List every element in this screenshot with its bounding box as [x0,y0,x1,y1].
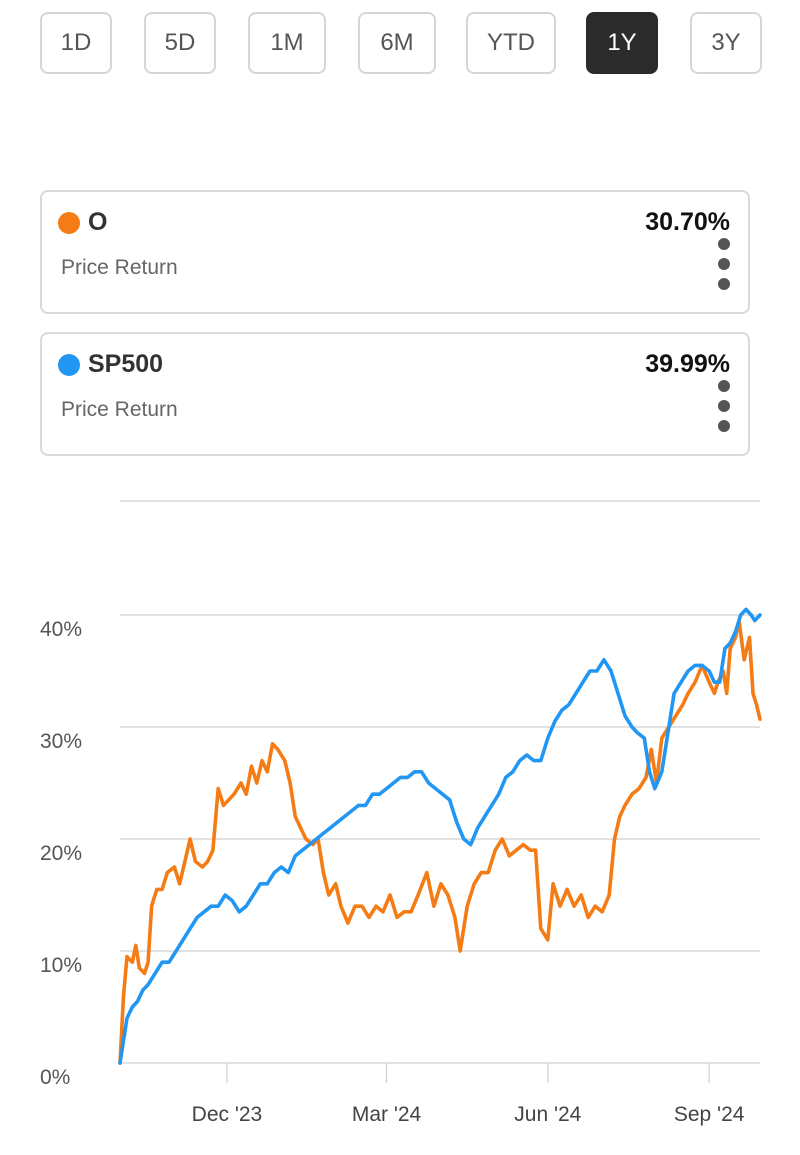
range-button-1m[interactable]: 1M [248,12,326,74]
comparison-card-o[interactable]: O Price Return 30.70% [40,190,750,314]
comparison-card-sp500[interactable]: SP500 Price Return 39.99% [40,332,750,456]
metric-label: Price Return [61,398,178,421]
range-button-1d[interactable]: 1D [40,12,112,74]
more-vertical-icon[interactable] [717,380,731,436]
range-button-1y[interactable]: 1Y [586,12,658,74]
time-range-selector: 1D 5D 1M 6M YTD 1Y 3Y [40,12,762,74]
range-button-ytd[interactable]: YTD [466,12,556,74]
x-tick-label: Dec '23 [192,1103,263,1126]
x-tick-label: Sep '24 [674,1103,745,1126]
series-line-sp500 [118,607,762,1065]
return-value: 39.99% [645,350,730,378]
series-color-dot [58,212,80,234]
series-color-dot [58,354,80,376]
return-value: 30.70% [645,208,730,236]
y-tick-label: 0% [40,1066,70,1089]
range-button-3y[interactable]: 3Y [690,12,762,74]
price-return-chart: 0% 10% 20% 30% 40% Dec '23 Mar '24 Jun '24 Sep '… [40,500,762,1126]
ticker-symbol: O [88,208,108,236]
metric-label: Price Return [61,256,178,279]
y-tick-label: 30% [40,730,82,753]
x-tick-label: Jun '24 [514,1103,581,1126]
range-button-6m[interactable]: 6M [358,12,436,74]
range-button-5d[interactable]: 5D [144,12,216,74]
ticker-symbol: SP500 [88,350,164,378]
x-tick-label: Mar '24 [352,1103,422,1126]
series-line-o [118,618,762,1065]
more-vertical-icon[interactable] [717,238,731,294]
y-tick-label: 40% [40,618,82,641]
y-tick-label: 20% [40,842,82,865]
y-tick-label: 10% [40,954,82,977]
